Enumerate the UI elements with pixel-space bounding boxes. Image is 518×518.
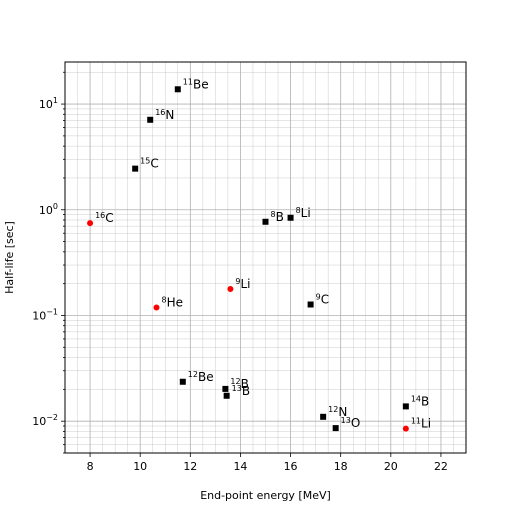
data-label: 11Be: [183, 77, 209, 91]
data-point: [132, 165, 139, 172]
grid-lines: [64, 62, 467, 454]
x-tick-label: 16: [284, 460, 298, 473]
data-point: [153, 304, 160, 311]
data-point: [287, 214, 294, 221]
data-point: [147, 116, 154, 123]
data-point: [332, 425, 339, 432]
data-point: [174, 86, 181, 93]
y-tick-label: 101: [39, 96, 58, 111]
x-tick-labels: 8 10 12 14 16 18 20 22: [87, 460, 448, 473]
y-axis-title: Half-life [sec]: [3, 221, 16, 294]
data-label: 12B: [230, 377, 248, 391]
x-tick-label: 8: [87, 460, 94, 473]
data-label: 8He: [161, 295, 183, 309]
data-label: 11Li: [411, 417, 431, 431]
data-label: 8B: [271, 210, 284, 224]
x-tick-label: 10: [133, 460, 147, 473]
x-tick-label: 12: [183, 460, 197, 473]
x-tick-label: 18: [334, 460, 348, 473]
plot-frame: [64, 61, 467, 454]
data-points: [87, 86, 409, 432]
x-tick-label: 14: [233, 460, 247, 473]
y-tick-label: 10−1: [32, 307, 58, 322]
data-label: 8Li: [296, 206, 311, 220]
x-axis-title: End-point energy [MeV]: [200, 489, 331, 502]
data-label: 16C: [95, 211, 114, 225]
data-label: 12Be: [188, 370, 214, 384]
data-point: [87, 220, 94, 227]
data-point: [402, 425, 409, 432]
data-point: [262, 218, 269, 225]
data-point: [222, 385, 229, 392]
data-label: 13O: [341, 416, 361, 430]
data-label: 16N: [155, 108, 174, 122]
data-point: [179, 378, 186, 385]
y-tick-label: 100: [39, 202, 58, 217]
data-point: [223, 392, 230, 399]
data-point: [307, 301, 314, 308]
y-tick-label: 10−2: [32, 413, 58, 428]
data-label: 9C: [316, 293, 329, 307]
data-label: 12N: [328, 405, 347, 419]
data-label: 15C: [140, 157, 159, 171]
data-label: 14B: [411, 394, 429, 408]
x-tick-label: 20: [384, 460, 398, 473]
data-label: 9Li: [235, 277, 250, 291]
x-tick-label: 22: [434, 460, 448, 473]
data-label: 13B: [232, 384, 250, 398]
data-point: [227, 286, 234, 293]
data-point: [402, 403, 409, 410]
data-point: [320, 413, 327, 420]
y-tick-labels: 101 100 10−1 10−2: [32, 96, 58, 428]
